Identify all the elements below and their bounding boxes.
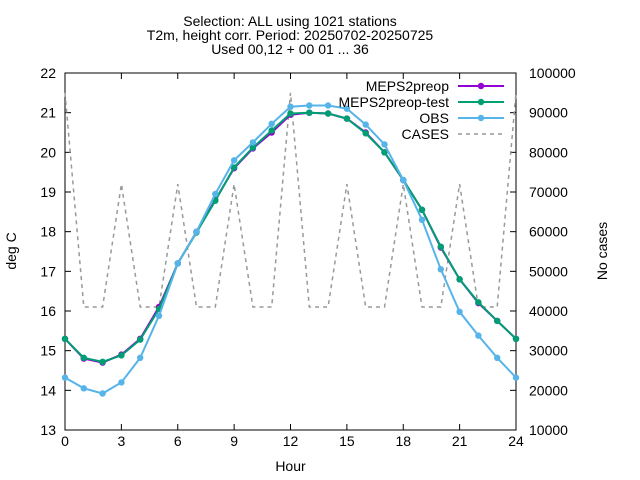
y-tick-label: 15: [40, 343, 56, 359]
legend-label-meps2preop: MEPS2preop: [366, 78, 449, 94]
legend-marker-meps2preop-test: [477, 98, 485, 106]
y2-axis-label: No cases: [594, 222, 610, 280]
y-tick-label: 18: [40, 224, 56, 240]
point-meps2preop-test: [287, 110, 294, 117]
title-line-3: Used 00,12 + 00 01 ... 36: [211, 41, 369, 57]
y2-tick-label: 20000: [529, 382, 568, 398]
point-obs: [212, 190, 219, 198]
y2-tick-label: 70000: [529, 184, 568, 200]
point-obs: [118, 379, 125, 386]
y2-tick-label: 100000: [529, 65, 576, 81]
point-obs: [418, 216, 426, 223]
series-line-meps2preop-test: [64, 111, 517, 363]
y2-tick-label: 30000: [529, 343, 568, 359]
point-meps2preop-test: [324, 110, 332, 117]
x-tick-label: 21: [452, 433, 468, 449]
point-meps2preop-test: [230, 164, 238, 171]
point-meps2preop-test: [381, 149, 388, 156]
point-meps2preop-test: [99, 358, 106, 365]
x-tick-label: 3: [117, 433, 125, 449]
legend-label-obs: OBS: [419, 110, 449, 126]
point-meps2preop-test: [418, 206, 426, 213]
point-obs: [249, 139, 257, 146]
point-meps2preop-test: [249, 144, 257, 151]
point-obs: [99, 390, 106, 397]
y-tick-label: 14: [40, 382, 56, 398]
y2-tick-label: 90000: [529, 105, 568, 121]
y-axis-label: deg C: [3, 232, 19, 269]
legend-marker-meps2preop: [477, 82, 485, 90]
point-obs: [268, 120, 275, 128]
title-line-1: Selection: ALL using 1021 stations: [183, 13, 397, 29]
y-tick-label: 17: [40, 263, 56, 279]
series-line-cases: [64, 92, 517, 308]
y-tick-label: 13: [40, 422, 56, 438]
y2-tick-label: 10000: [529, 422, 568, 438]
point-obs: [61, 374, 69, 381]
y-tick-label: 22: [40, 65, 56, 81]
point-meps2preop-test: [306, 109, 313, 116]
point-obs: [343, 105, 351, 112]
ticks: 0 3 6 9 12 15 18 21 24 13 14 15 16 17 18 19 20 21 22 10000 2…: [40, 65, 576, 449]
x-tick-label: 9: [230, 433, 238, 449]
point-obs: [381, 141, 388, 148]
point-obs: [80, 385, 88, 392]
y2-tick-label: 80000: [529, 144, 568, 160]
point-meps2preop-test: [80, 354, 88, 361]
series: [61, 92, 520, 397]
point-obs: [437, 266, 444, 273]
legend-label-cases: CASES: [402, 126, 449, 142]
point-meps2preop-test: [512, 335, 520, 342]
x-tick-label: 6: [174, 433, 182, 449]
y2-tick-label: 40000: [529, 303, 568, 319]
title-line-2: T2m, height corr. Period: 20250702-20250…: [147, 27, 434, 43]
point-meps2preop-test: [61, 335, 69, 342]
point-obs: [324, 102, 332, 109]
series-line-obs: [64, 104, 517, 395]
y2-tick-label: 60000: [529, 224, 568, 240]
point-obs: [193, 228, 200, 235]
series-line-meps2preop: [64, 111, 517, 364]
x-tick-label: 0: [61, 433, 69, 449]
y-tick-label: 21: [40, 105, 56, 121]
point-obs: [230, 157, 238, 164]
x-tick-label: 18: [395, 433, 411, 449]
point-obs: [155, 312, 163, 319]
point-meps2preop-test: [362, 130, 369, 137]
point-obs: [174, 260, 181, 267]
y-tick-label: 16: [40, 303, 56, 319]
point-obs: [456, 308, 463, 315]
point-obs: [362, 121, 369, 128]
x-axis-label: Hour: [275, 458, 306, 474]
point-meps2preop-test: [456, 276, 463, 283]
y-tick-label: 20: [40, 144, 56, 160]
point-obs: [475, 332, 482, 339]
point-meps2preop-test: [494, 317, 501, 325]
x-tick-label: 24: [508, 433, 524, 449]
point-obs: [512, 374, 520, 381]
point-meps2preop-test: [475, 299, 482, 306]
x-tick-label: 12: [283, 433, 299, 449]
point-meps2preop-test: [437, 243, 444, 250]
point-meps2preop-test: [118, 352, 125, 359]
legend-marker-obs: [477, 114, 485, 122]
y2-tick-label: 50000: [529, 263, 568, 279]
point-obs: [306, 102, 313, 109]
point-obs: [137, 354, 144, 361]
point-meps2preop-test: [343, 115, 351, 122]
point-obs: [287, 103, 294, 110]
x-tick-label: 15: [339, 433, 355, 449]
y-tick-label: 19: [40, 184, 56, 200]
point-meps2preop-test: [268, 127, 275, 134]
point-obs: [400, 176, 407, 184]
legend-label-meps2preop-test: MEPS2preop-test: [339, 94, 450, 110]
point-meps2preop-test: [137, 336, 144, 343]
point-obs: [494, 354, 501, 361]
